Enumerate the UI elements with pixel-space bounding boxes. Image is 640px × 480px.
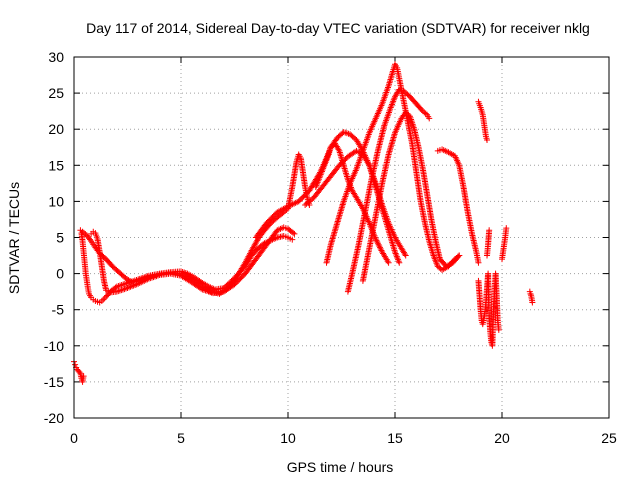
data-point <box>373 237 380 244</box>
plot-frame <box>73 56 610 419</box>
data-markers <box>71 61 536 385</box>
data-point <box>385 259 392 266</box>
series-pass-h <box>344 86 433 295</box>
data-point <box>291 230 298 237</box>
series-pass-b <box>79 151 313 297</box>
data-point <box>76 369 83 376</box>
y-tick-label: 20 <box>48 121 64 137</box>
tick-labels: 0 5 10 15 20 25 -20 -15 -10 -5 0 5 10 15 20 25 30 <box>44 49 617 446</box>
y-tick-label: -10 <box>44 338 64 354</box>
y-tick-label: -15 <box>44 374 64 390</box>
series-pass-i <box>359 109 463 284</box>
data-point <box>486 227 493 234</box>
data-point <box>374 240 381 247</box>
y-tick-label: -20 <box>44 410 64 426</box>
data-point <box>72 361 79 368</box>
y-tick-label: 0 <box>56 266 64 282</box>
y-tick-label: 30 <box>48 49 64 65</box>
data-point <box>395 87 402 94</box>
series-pass-g <box>323 61 463 273</box>
x-tick-label: 25 <box>601 430 617 446</box>
data-point <box>422 110 429 117</box>
data-point <box>377 246 384 253</box>
data-point <box>376 243 383 250</box>
series-pass-f <box>312 140 392 266</box>
data-point <box>527 290 534 297</box>
y-tick-label: 10 <box>48 193 64 209</box>
data-point <box>335 146 342 153</box>
y-tick-label: 5 <box>56 230 64 246</box>
data-point <box>100 296 107 303</box>
series-pass-m <box>499 225 510 263</box>
series-pass-a-start <box>71 358 87 385</box>
series-pass-c <box>88 224 298 297</box>
data-point <box>503 225 510 232</box>
series-pass-j <box>434 146 482 266</box>
chart-title: Day 117 of 2014, Sidereal Day-to-day VTE… <box>86 20 590 36</box>
y-tick-label: 25 <box>48 85 64 101</box>
data-point <box>401 251 408 258</box>
data-point <box>529 299 536 306</box>
data-point <box>375 241 382 248</box>
x-tick-label: 5 <box>177 430 185 446</box>
data-point <box>377 244 384 251</box>
data-point <box>80 373 87 380</box>
x-tick-label: 15 <box>387 430 403 446</box>
x-tick-label: 20 <box>494 430 510 446</box>
data-point <box>475 259 482 266</box>
x-tick-label: 0 <box>70 430 78 446</box>
data-point <box>495 326 502 333</box>
data-point <box>87 236 94 243</box>
y-tick-label: -5 <box>52 302 65 318</box>
grid-lines <box>74 57 609 418</box>
y-axis-label: SDTVAR / TECUs <box>6 182 22 294</box>
series-pass-k <box>475 98 491 144</box>
data-point <box>374 238 381 245</box>
data-point <box>289 236 296 243</box>
series-pass-n <box>526 288 536 306</box>
series-pass-e <box>302 147 409 259</box>
data-point <box>290 229 297 236</box>
data-point <box>98 298 105 305</box>
data-point <box>116 287 123 294</box>
data-point <box>456 252 463 259</box>
data-point <box>484 137 491 144</box>
series-pass-l <box>475 227 502 349</box>
data-point <box>119 286 126 293</box>
data-point <box>198 285 205 292</box>
data-point <box>118 287 125 294</box>
data-point <box>396 259 403 266</box>
data-point <box>455 253 462 260</box>
y-tick-label: 15 <box>48 157 64 173</box>
data-point <box>402 252 409 259</box>
x-tick-label: 10 <box>280 430 296 446</box>
x-axis-label: GPS time / hours <box>287 459 394 475</box>
data-point <box>426 115 433 122</box>
